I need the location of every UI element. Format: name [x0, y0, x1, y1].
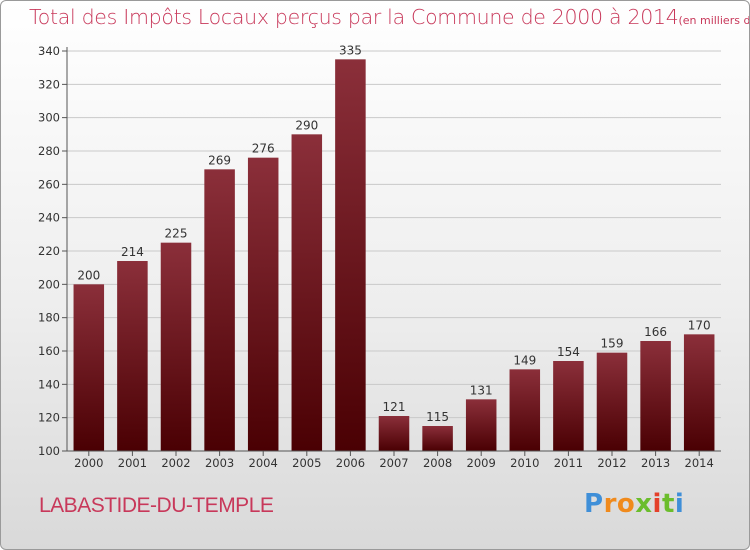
value-label: 170 — [688, 318, 711, 332]
y-tick-label: 160 — [38, 344, 60, 358]
value-label: 269 — [208, 153, 231, 167]
logo-letter: o — [616, 489, 636, 519]
x-tick-label: 2012 — [597, 456, 626, 470]
value-label: 225 — [165, 227, 188, 241]
bar-2000 — [73, 284, 105, 451]
x-tick-label: 2013 — [641, 456, 670, 470]
x-tick-label: 2007 — [379, 456, 408, 470]
logo-letter: i — [674, 489, 685, 519]
unit-note: (en milliers d'€) — [678, 14, 750, 27]
bar-2011 — [553, 361, 584, 451]
y-tick-label: 100 — [38, 444, 60, 458]
y-tick-label: 240 — [38, 211, 60, 225]
value-label: 276 — [252, 142, 275, 156]
x-tick-label: 2001 — [118, 456, 147, 470]
value-label: 200 — [77, 268, 100, 282]
bar-2006 — [335, 59, 366, 451]
bar-2012 — [596, 352, 628, 451]
bar-2007 — [378, 416, 410, 451]
value-label: 335 — [339, 43, 362, 57]
x-tick-label: 2008 — [423, 456, 452, 470]
bar-2008 — [422, 426, 453, 451]
value-label: 159 — [601, 337, 624, 351]
logo-letter: r — [603, 489, 617, 519]
bar-2014 — [683, 334, 715, 451]
value-label: 214 — [121, 245, 144, 259]
value-label: 115 — [426, 410, 449, 424]
commune-name: LABASTIDE-DU-TEMPLE — [39, 494, 274, 517]
bar-2009 — [465, 399, 497, 451]
x-tick-label: 2011 — [554, 456, 583, 470]
x-tick-label: 2014 — [685, 456, 714, 470]
bar-2013 — [640, 341, 671, 451]
value-label: 154 — [557, 345, 580, 359]
x-tick-label: 2010 — [510, 456, 539, 470]
chart-title: Total des Impôts Locaux perçus par la Co… — [29, 5, 750, 29]
bar-2003 — [204, 169, 235, 452]
x-tick-label: 2004 — [249, 456, 278, 470]
bars: 200 214 225 269 276 290 335 121 115 131 149 154 159 1… — [73, 43, 715, 452]
x-tick-label: 2000 — [74, 456, 103, 470]
y-tick-label: 220 — [38, 244, 60, 258]
value-label: 149 — [513, 353, 536, 367]
bar-2002 — [160, 242, 192, 451]
y-tick-label: 200 — [38, 277, 60, 291]
x-tick-label: 2009 — [467, 456, 496, 470]
bar-2010 — [509, 369, 541, 451]
axes: 100 120 140 160 180 200 220 240 260 280 300 320 340 2… — [38, 44, 721, 470]
bar-2005 — [291, 134, 323, 452]
x-tick-label: 2003 — [205, 456, 234, 470]
y-tick-label: 280 — [38, 144, 60, 158]
value-label: 121 — [383, 400, 406, 414]
x-tick-label: 2006 — [336, 456, 365, 470]
logo-letter: i — [652, 489, 662, 519]
value-label: 166 — [644, 325, 667, 339]
y-tick-label: 140 — [38, 377, 60, 391]
x-tick-label: 2002 — [161, 456, 190, 470]
y-tick-label: 120 — [38, 411, 60, 425]
logo-letter: x — [635, 489, 653, 519]
logo-letter: P — [584, 489, 604, 519]
y-tick-label: 180 — [38, 311, 60, 325]
proxiti-logo: Proxiti — [584, 489, 684, 519]
value-label: 131 — [470, 383, 493, 397]
y-tick-label: 340 — [38, 44, 60, 58]
y-tick-label: 320 — [38, 77, 60, 91]
y-tick-label: 300 — [38, 111, 60, 125]
title-text: Total des Impôts Locaux perçus par la Co… — [29, 5, 679, 29]
value-label: 290 — [295, 118, 318, 132]
bar-2004 — [247, 157, 279, 451]
logo-letter: t — [661, 489, 675, 519]
bar-2001 — [117, 261, 148, 451]
x-tick-label: 2005 — [292, 456, 321, 470]
y-tick-label: 260 — [38, 177, 60, 191]
